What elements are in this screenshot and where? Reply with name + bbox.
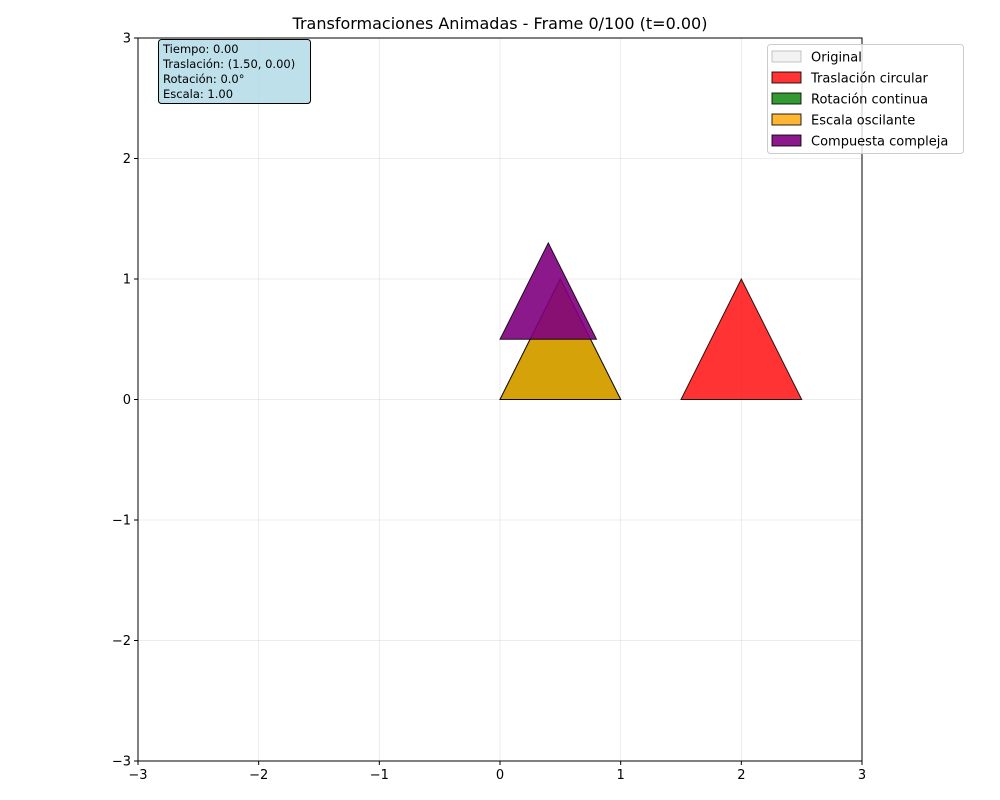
- x-tick-label: −2: [249, 768, 268, 783]
- y-tick-label: 0: [123, 393, 131, 408]
- legend-swatch: [771, 71, 802, 84]
- x-tick-label: 0: [496, 768, 504, 783]
- y-tick-label: 3: [123, 32, 131, 47]
- legend-swatch: [771, 92, 802, 105]
- legend-label: Compuesta compleja: [811, 135, 948, 150]
- legend: Original Traslación circular Rotación cont…: [767, 44, 964, 154]
- info-box-background: [158, 39, 311, 104]
- legend-swatch: [771, 134, 802, 147]
- x-tick-label: 1: [617, 768, 625, 783]
- legend-label: Traslación circular: [810, 72, 929, 87]
- legend-swatch: [771, 113, 802, 126]
- legend-label: Rotación continua: [811, 93, 928, 108]
- legend-frame: [767, 44, 964, 154]
- info-line-escala: Escala: 1.00: [163, 87, 233, 101]
- axis-ticks: −3 −2 −1 0 1 2 3 −3 −2 −1 0 1 2 3: [112, 32, 866, 784]
- chart-title: Transformaciones Animadas - Frame 0/100 …: [292, 14, 708, 33]
- series-triangle-4: [499, 241, 598, 340]
- info-line-rotacion: Rotación: 0.0°: [163, 72, 244, 86]
- legend-swatch: [771, 50, 802, 63]
- legend-label: Escala oscilante: [811, 114, 915, 129]
- y-tick-label: −2: [112, 634, 131, 649]
- x-tick-label: −1: [370, 768, 389, 783]
- y-tick-label: −3: [112, 755, 131, 770]
- series-triangle-1: [680, 277, 803, 400]
- info-line-traslacion: Traslación: (1.50, 0.00): [162, 57, 295, 71]
- info-line-tiempo: Tiempo: 0.00: [162, 42, 239, 56]
- y-tick-label: 1: [123, 273, 131, 288]
- y-tick-label: −1: [112, 514, 131, 529]
- y-tick-label: 2: [123, 152, 131, 167]
- info-box: Tiempo: 0.00 Traslación: (1.50, 0.00) Ro…: [158, 39, 311, 104]
- x-tick-label: 2: [737, 768, 745, 783]
- x-tick-label: 3: [858, 768, 866, 783]
- series-layer: [499, 241, 803, 400]
- legend-label: Original: [811, 51, 862, 66]
- x-tick-label: −3: [128, 768, 147, 783]
